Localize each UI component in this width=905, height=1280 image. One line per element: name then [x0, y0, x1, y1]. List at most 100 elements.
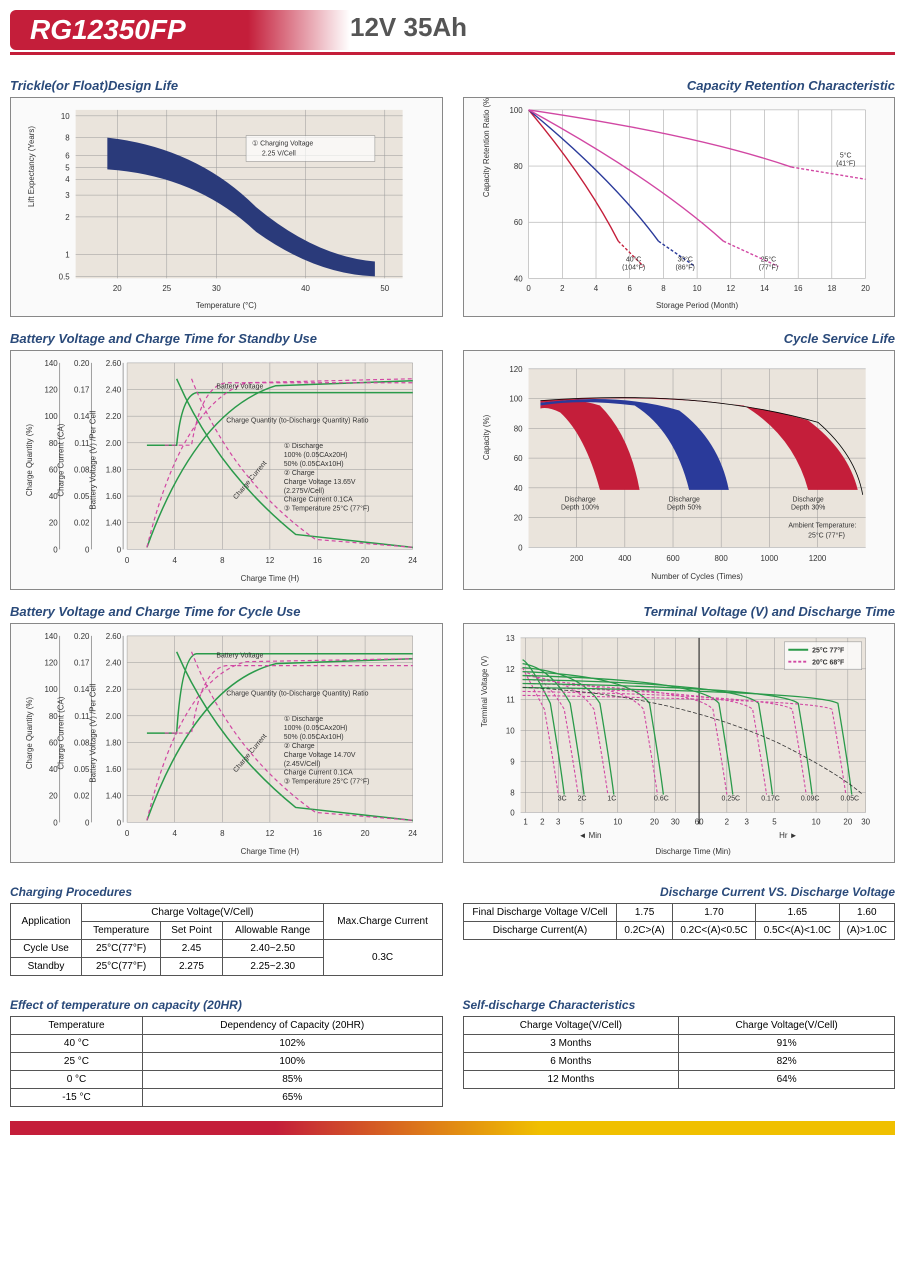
svg-text:10: 10 [613, 817, 622, 826]
table-discharge-title: Discharge Current VS. Discharge Voltage [463, 885, 896, 899]
svg-text:2.60: 2.60 [106, 359, 122, 368]
table-row: 25 °C100% [11, 1053, 443, 1071]
chart2-xlabel: Storage Period (Month) [655, 301, 738, 310]
svg-text:1: 1 [523, 817, 528, 826]
svg-text:10: 10 [505, 727, 514, 736]
header-divider [10, 52, 895, 55]
svg-text:10: 10 [811, 817, 820, 826]
page-header: RG12350FP 12V 35Ah [10, 10, 895, 58]
svg-text:30°C: 30°C [677, 256, 692, 264]
chart6-title: Terminal Voltage (V) and Discharge Time [463, 604, 896, 619]
svg-text:0: 0 [85, 545, 90, 554]
svg-text:100% (0.05CAx20H): 100% (0.05CAx20H) [284, 725, 348, 732]
chart1-legend-1: ① Charging Voltage [252, 140, 313, 148]
svg-text:2.20: 2.20 [106, 685, 122, 694]
chart1-title: Trickle(or Float)Design Life [10, 78, 443, 93]
chart1-ylabel: Lift Expectancy (Years) [27, 126, 36, 207]
svg-text:0.05C: 0.05C [840, 796, 859, 803]
svg-text:100: 100 [509, 395, 523, 404]
svg-text:2.00: 2.00 [106, 439, 122, 448]
svg-text:40: 40 [513, 274, 522, 283]
svg-text:Depth 50%: Depth 50% [667, 505, 701, 512]
table-row: 6 Months82% [463, 1053, 895, 1071]
svg-text:Battery Voltage: Battery Voltage [216, 653, 263, 660]
svg-text:Depth 30%: Depth 30% [791, 505, 825, 512]
svg-text:20: 20 [49, 519, 58, 528]
svg-text:20: 20 [113, 284, 122, 293]
table-discharge-voltage: Final Discharge Voltage V/Cell1.751.701.… [463, 903, 896, 940]
svg-text:50% (0.05CAx10H): 50% (0.05CAx10H) [284, 734, 344, 741]
svg-text:20: 20 [49, 792, 58, 801]
svg-text:5: 5 [772, 817, 777, 826]
svg-text:25°C (77°F): 25°C (77°F) [808, 531, 845, 539]
chart4-title: Cycle Service Life [463, 331, 896, 346]
svg-text:① Discharge: ① Discharge [284, 442, 324, 450]
svg-text:2: 2 [540, 817, 544, 826]
svg-text:25°C: 25°C [760, 256, 775, 264]
svg-text:Battery Voltage (V) /Per Cell: Battery Voltage (V) /Per Cell [88, 410, 97, 509]
svg-text:② Charge: ② Charge [284, 469, 315, 477]
svg-text:30: 30 [670, 817, 679, 826]
svg-text:Charge Quantity (to-Discharge: Charge Quantity (to-Discharge Quantity) … [226, 690, 368, 697]
svg-text:1.40: 1.40 [106, 792, 122, 801]
svg-text:50: 50 [380, 284, 389, 293]
svg-text:(2.45V/Cell): (2.45V/Cell) [284, 761, 321, 768]
svg-text:1.60: 1.60 [106, 765, 122, 774]
svg-text:0: 0 [125, 829, 130, 838]
svg-text:Charge Current 0.1CA: Charge Current 0.1CA [284, 770, 353, 777]
svg-text:20: 20 [650, 817, 659, 826]
svg-text:6: 6 [627, 284, 632, 293]
svg-text:11: 11 [506, 696, 515, 705]
svg-text:8: 8 [220, 829, 225, 838]
svg-text:0: 0 [117, 545, 122, 554]
svg-text:0.20: 0.20 [74, 632, 90, 641]
svg-text:20°C 68°F: 20°C 68°F [812, 659, 844, 667]
chart6-box: 3C2C1C0.6C0.25C0.17C0.09C0.05C 25°C 77°F… [463, 623, 896, 863]
svg-text:20: 20 [861, 284, 870, 293]
svg-text:6: 6 [65, 151, 70, 160]
svg-text:8: 8 [661, 284, 666, 293]
svg-text:1.40: 1.40 [106, 519, 122, 528]
table-charging: Application Charge Voltage(V/Cell) Max.C… [10, 903, 443, 976]
table-row: 3 Months91% [463, 1035, 895, 1053]
svg-text:1000: 1000 [760, 554, 778, 563]
svg-text:0: 0 [53, 818, 58, 827]
svg-text:(86°F): (86°F) [675, 263, 694, 271]
svg-text:Hr ►: Hr ► [779, 831, 797, 840]
svg-text:1.80: 1.80 [106, 465, 122, 474]
svg-text:2.00: 2.00 [106, 712, 122, 721]
svg-text:12: 12 [726, 284, 735, 293]
svg-text:0.09C: 0.09C [800, 796, 819, 803]
table-self-discharge: Charge Voltage(V/Cell)Charge Voltage(V/C… [463, 1016, 896, 1089]
svg-text:14: 14 [760, 284, 769, 293]
svg-text:Ambient Temperature:: Ambient Temperature: [788, 523, 856, 530]
chart4-box: Discharge Depth 100% Discharge Depth 50%… [463, 350, 896, 590]
svg-text:2: 2 [724, 817, 728, 826]
svg-text:(104°F): (104°F) [622, 263, 645, 271]
svg-text:3: 3 [65, 191, 70, 200]
svg-text:0: 0 [85, 818, 90, 827]
svg-text:20: 20 [513, 514, 522, 523]
chart1-legend-2: 2.25 V/Cell [262, 150, 296, 157]
table-selfdis-title: Self-discharge Characteristics [463, 998, 896, 1012]
svg-text:Number of Cycles (Times): Number of Cycles (Times) [651, 572, 743, 581]
svg-text:2: 2 [65, 213, 69, 222]
svg-text:4: 4 [172, 556, 177, 565]
svg-text:◄ Min: ◄ Min [578, 831, 601, 840]
svg-text:Discharge Time (Min): Discharge Time (Min) [655, 847, 731, 856]
chart3-box: Battery Voltage Charge Quantity (to-Disc… [10, 350, 443, 590]
svg-text:100: 100 [509, 106, 523, 115]
chart2-box: 40°C(104°F)30°C(86°F)25°C(77°F)5°C(41°F)… [463, 97, 896, 317]
svg-text:200: 200 [570, 554, 584, 563]
svg-text:100: 100 [44, 685, 58, 694]
svg-text:80: 80 [513, 424, 522, 433]
svg-text:Discharge: Discharge [792, 497, 823, 504]
svg-text:0: 0 [53, 545, 58, 554]
svg-text:5: 5 [579, 817, 584, 826]
svg-text:Charge Voltage 13.65V: Charge Voltage 13.65V [284, 479, 356, 486]
svg-text:(41°F): (41°F) [836, 159, 855, 167]
svg-text:40: 40 [513, 484, 522, 493]
table-row: Cycle Use25°C(77°F)2.452.40~2.50 0.3C [11, 940, 443, 958]
svg-text:12: 12 [265, 829, 274, 838]
svg-text:120: 120 [44, 386, 58, 395]
